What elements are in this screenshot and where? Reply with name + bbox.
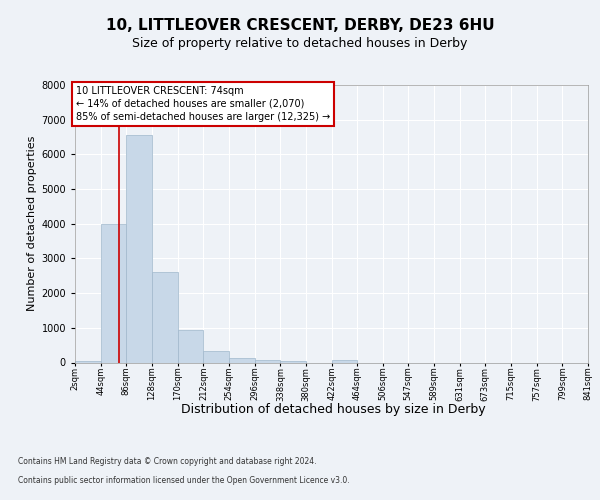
- Text: Contains HM Land Registry data © Crown copyright and database right 2024.: Contains HM Land Registry data © Crown c…: [18, 458, 317, 466]
- Text: 10, LITTLEOVER CRESCENT, DERBY, DE23 6HU: 10, LITTLEOVER CRESCENT, DERBY, DE23 6HU: [106, 18, 494, 32]
- Bar: [101, 224, 127, 362]
- Text: Distribution of detached houses by size in Derby: Distribution of detached houses by size …: [181, 402, 485, 415]
- Bar: [255, 360, 280, 362]
- Bar: [152, 272, 178, 362]
- Text: 10 LITTLEOVER CRESCENT: 74sqm
← 14% of detached houses are smaller (2,070)
85% o: 10 LITTLEOVER CRESCENT: 74sqm ← 14% of d…: [76, 86, 330, 122]
- Text: Contains public sector information licensed under the Open Government Licence v3: Contains public sector information licen…: [18, 476, 350, 485]
- Bar: [229, 358, 255, 362]
- Text: Size of property relative to detached houses in Derby: Size of property relative to detached ho…: [133, 38, 467, 51]
- Y-axis label: Number of detached properties: Number of detached properties: [27, 136, 37, 312]
- Bar: [203, 352, 229, 362]
- Bar: [178, 330, 203, 362]
- Bar: [332, 360, 358, 362]
- Bar: [280, 361, 306, 362]
- Bar: [127, 136, 152, 362]
- Bar: [75, 361, 101, 362]
